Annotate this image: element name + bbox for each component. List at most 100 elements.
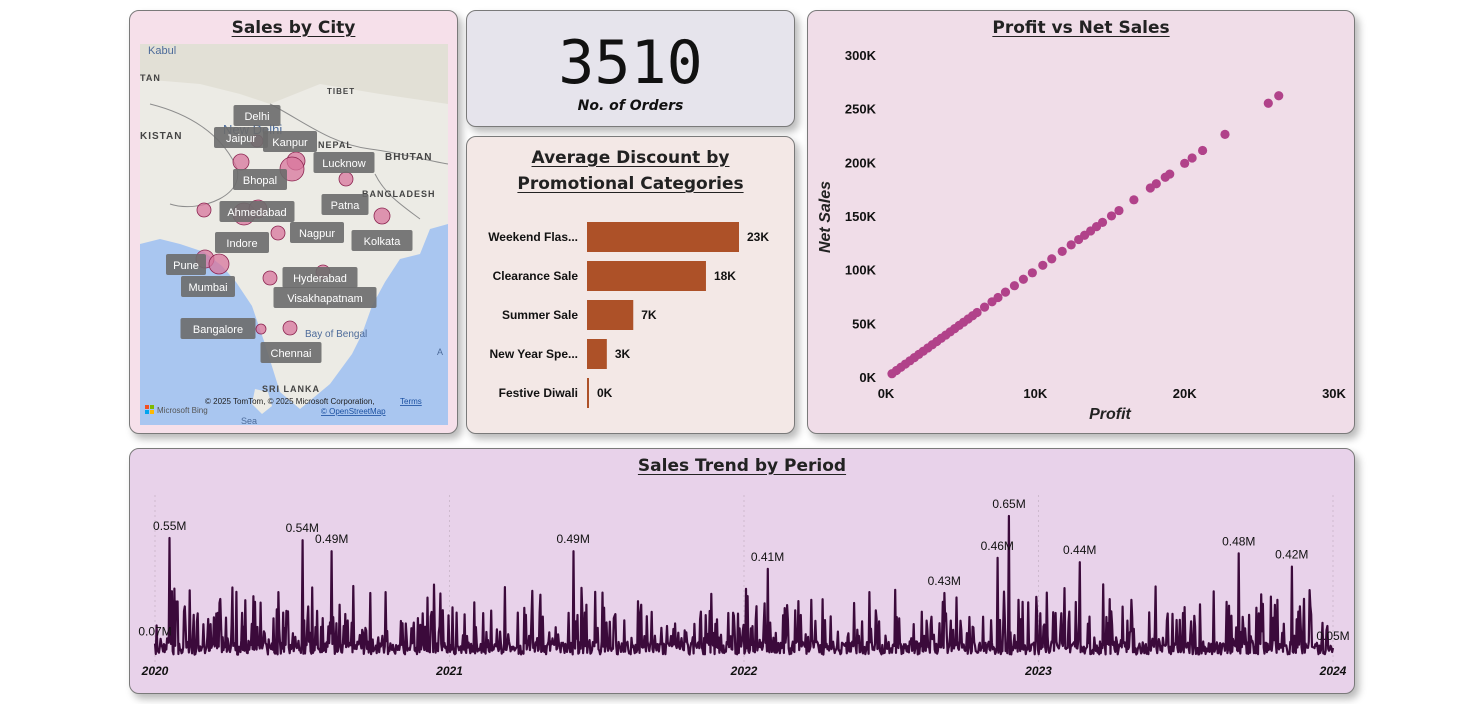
scatter-point <box>993 292 1003 303</box>
trend-peak-label: 0.44M <box>1063 543 1096 557</box>
orders-count-label: No. of Orders <box>577 98 684 114</box>
discount-value-label: 0K <box>597 386 613 400</box>
trend-peak-label: 0.07M <box>138 625 171 639</box>
scatter-point <box>1114 205 1124 216</box>
microsoft-bing-logo: Microsoft Bing <box>145 405 208 415</box>
city-label-bg-nagpur <box>290 222 344 243</box>
discount-category-label: Clearance Sale <box>493 269 579 283</box>
trend-peak-label: 0.65M <box>992 497 1025 511</box>
trend-peak-label: 0.49M <box>557 532 590 546</box>
trend-peak-label: 0.48M <box>1222 534 1255 548</box>
city-label-pune: Pune <box>173 260 199 272</box>
trend-peak-label: 0.43M <box>928 574 961 588</box>
map-attribution: © 2025 TomTom, © 2025 Microsoft Corporat… <box>205 397 375 406</box>
city-label-ahmedabad: Ahmedabad <box>227 207 286 219</box>
scatter-point <box>1187 153 1197 163</box>
scatter-point <box>1274 91 1284 101</box>
sales-trend-panel: Sales Trend by Period 2020 2021 2022 2023 20… <box>129 448 1355 694</box>
discount-bar <box>587 222 739 252</box>
city-label-bg-hyderabad <box>282 267 358 288</box>
city-label-bg-indore <box>215 232 269 253</box>
map-island <box>252 389 272 414</box>
map-bubble <box>232 153 250 171</box>
city-label-patna: Patna <box>331 200 361 212</box>
city-label-visakhapatnam: Visakhapatnam <box>287 293 363 305</box>
profit-vs-sales-scatter: 0K 50K 100K 150K 200K 250K 300K 0K 10K 20K 30K Prof… <box>817 48 1347 423</box>
scatter-point <box>1129 195 1139 205</box>
discount-bar <box>587 300 634 330</box>
map-bubble <box>338 171 354 187</box>
scatter-point <box>1263 98 1273 108</box>
scatter-point <box>1009 281 1020 291</box>
map-canvas: Kabul TAN KISTAN TIBET NEPAL BHUTAN BANGLADESH… <box>140 44 448 425</box>
city-label-kolkata: Kolkata <box>364 236 402 248</box>
city-label-delhi: Delhi <box>244 111 269 123</box>
average-discount-title-line2: Promotional Categories <box>517 174 744 194</box>
discount-category-label: New Year Spe... <box>490 347 579 361</box>
scatter-point <box>1180 158 1190 168</box>
map-bubble <box>208 253 230 275</box>
map-bubble <box>255 323 267 335</box>
city-label-bg-delhi <box>233 105 281 126</box>
discount-value-label: 23K <box>747 230 769 244</box>
scatter-y-tick: 200K <box>845 155 877 170</box>
scatter-point <box>1057 246 1067 256</box>
city-label-kanpur: Kanpur <box>272 137 308 149</box>
discount-bar-chart: Weekend Flas... 23K Clearance Sale 18K Summe… <box>488 222 769 408</box>
trend-x-tick: 2022 <box>730 664 758 678</box>
trend-peak-label: 0.41M <box>751 550 784 564</box>
city-label-bg-pune <box>166 254 206 275</box>
scatter-x-tick: 20K <box>1173 386 1197 401</box>
map-border-north <box>269 103 448 165</box>
scatter-point <box>1220 129 1230 139</box>
map-osm-link: © OpenStreetMap <box>321 407 386 416</box>
trend-peak-label: 0.05M <box>1316 629 1349 643</box>
sales-trend-line-chart: 2020 2021 2022 2023 20240.55M0.07M0.54M0.49M… <box>138 495 1350 678</box>
trend-peak-label: 0.46M <box>981 539 1014 553</box>
discount-category-label: Festive Diwali <box>499 386 578 400</box>
city-label-jaipur: Jaipur <box>226 133 256 145</box>
map-terms-link: Terms <box>400 397 422 406</box>
bing-logo-text: Microsoft Bing <box>157 406 208 415</box>
sales-trend-title: Sales Trend by Period <box>637 456 847 476</box>
trend-peak-label: 0.42M <box>1275 548 1308 562</box>
city-label-indore: Indore <box>226 238 257 250</box>
scatter-x-axis-title: Profit <box>1089 406 1131 423</box>
city-label-chennai: Chennai <box>271 348 312 360</box>
trend-peak-label: 0.55M <box>153 519 186 533</box>
city-map[interactable]: Kabul TAN KISTAN TIBET NEPAL BHUTAN BANGLADESH… <box>140 44 448 425</box>
city-label-mumbai: Mumbai <box>188 282 227 294</box>
map-bubble <box>373 207 391 225</box>
average-discount-title-line1: Average Discount by <box>531 148 730 168</box>
scatter-point <box>1097 217 1108 227</box>
scatter-y-tick: 150K <box>845 209 877 224</box>
map-label-kabul: Kabul <box>148 45 176 57</box>
scatter-point <box>1027 268 1037 278</box>
city-label-bg-kanpur <box>263 131 317 152</box>
city-label-nagpur: Nagpur <box>299 228 335 240</box>
discount-category-label: Summer Sale <box>502 308 578 322</box>
trend-x-tick: 2024 <box>1319 664 1347 678</box>
profit-vs-sales-panel: Profit vs Net Sales 0K 50K 100K 150K 200K 250… <box>807 10 1355 434</box>
scatter-point <box>1165 169 1175 179</box>
city-label-bangalore: Bangalore <box>193 324 243 336</box>
scatter-x-tick: 30K <box>1322 386 1346 401</box>
orders-count-value: 3510 <box>558 28 703 98</box>
scatter-point <box>1151 179 1161 189</box>
city-label-bg-patna <box>321 194 369 215</box>
scatter-point <box>979 302 990 312</box>
map-label-nepal: NEPAL <box>318 140 353 150</box>
city-label-lucknow: Lucknow <box>322 158 365 170</box>
discount-bar <box>587 339 607 369</box>
trend-peak-label: 0.54M <box>286 521 319 535</box>
scatter-point <box>972 307 982 318</box>
city-label-bg-mumbai <box>181 276 235 297</box>
scatter-y-axis-title: Net Sales <box>817 181 834 253</box>
map-label-tan: TAN <box>140 73 161 83</box>
discount-bar <box>587 261 706 291</box>
orders-card: 3510 No. of Orders <box>466 10 795 127</box>
scatter-point <box>1038 260 1048 270</box>
sales-by-city-title: Sales by City <box>231 18 356 38</box>
city-label-bhopal: Bhopal <box>243 175 277 187</box>
map-label-bangladesh: BANGLADESH <box>362 189 436 199</box>
